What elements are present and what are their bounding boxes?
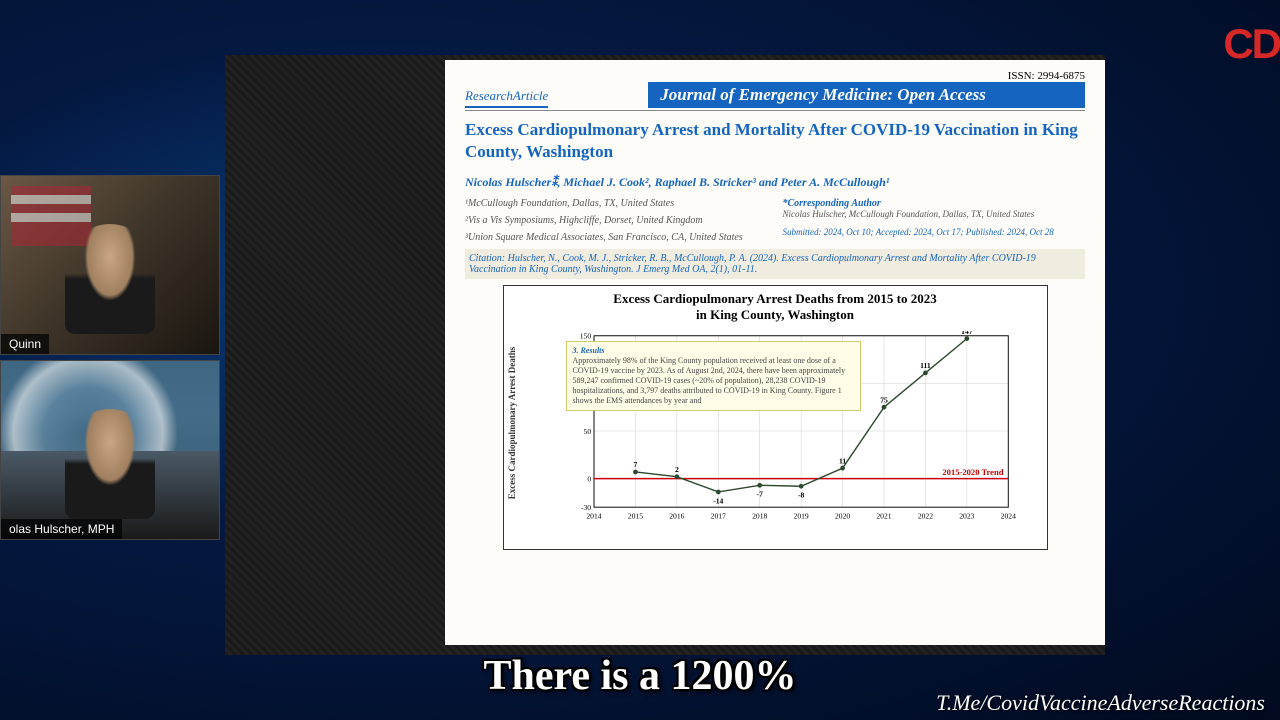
research-paper: ISSN: 2994-6875 ResearchArticle Journal …	[445, 60, 1105, 645]
svg-text:75: 75	[880, 396, 888, 405]
logo-cd: CD	[1223, 20, 1280, 68]
chart-title: Excess Cardiopulmonary Arrest Deaths fro…	[514, 291, 1037, 322]
video-panel-top: Quinn	[0, 175, 220, 355]
svg-text:2024: 2024	[1000, 512, 1015, 521]
affiliation-2: ²Vis a Vis Symposiums, Highcliffe, Dorse…	[465, 215, 768, 226]
svg-text:147: 147	[961, 331, 973, 336]
chart-title-line2: in King County, Washington	[696, 307, 854, 322]
panel-label-top: Quinn	[1, 334, 49, 354]
svg-text:2018: 2018	[752, 512, 767, 521]
publication-dates: Submitted: 2024, Oct 10; Accepted: 2024,…	[783, 227, 1086, 237]
person-silhouette	[65, 409, 155, 519]
affiliations-left: ¹McCullough Foundation, Dallas, TX, Unit…	[465, 198, 768, 243]
chart-container: Excess Cardiopulmonary Arrest Deaths fro…	[503, 285, 1048, 550]
journal-header-row: ResearchArticle Journal of Emergency Med…	[465, 82, 1085, 111]
corresponding-text: Nicolas Hulscher, McCullough Foundation,…	[783, 209, 1086, 219]
svg-text:2014: 2014	[586, 512, 601, 521]
paper-authors: Nicolas Hulscher⁑, Michael J. Cook², Rap…	[465, 175, 1085, 190]
journal-name-banner: Journal of Emergency Medicine: Open Acce…	[648, 82, 1085, 108]
svg-text:2017: 2017	[710, 512, 725, 521]
svg-text:2019: 2019	[793, 512, 808, 521]
y-axis-label: Excess Cardiopulmonary Arrest Deaths	[507, 346, 517, 499]
svg-text:-8: -8	[797, 491, 804, 500]
panel-label-bottom: olas Hulscher, MPH	[1, 519, 122, 539]
corresponding-title: *Corresponding Author	[783, 198, 1086, 209]
svg-text:2021: 2021	[876, 512, 891, 521]
affiliation-1: ¹McCullough Foundation, Dallas, TX, Unit…	[465, 198, 768, 209]
corresponding-author-block: *Corresponding Author Nicolas Hulscher, …	[783, 198, 1086, 243]
svg-text:-7: -7	[756, 490, 763, 499]
person-silhouette	[65, 224, 155, 334]
affiliation-3: ³Union Square Medical Associates, San Fr…	[465, 232, 768, 243]
svg-text:7: 7	[633, 460, 637, 469]
article-type: ResearchArticle	[465, 88, 548, 108]
results-annotation-box: 3. Results Approximately 98% of the King…	[566, 341, 861, 411]
svg-text:150: 150	[579, 332, 591, 341]
svg-text:2015-2020 Trend: 2015-2020 Trend	[942, 467, 1003, 477]
results-text: Approximately 98% of the King County pop…	[573, 356, 846, 405]
svg-text:11: 11	[838, 457, 845, 466]
svg-text:50: 50	[583, 427, 591, 436]
paper-title: Excess Cardiopulmonary Arrest and Mortal…	[465, 119, 1085, 163]
video-caption: There is a 1200%	[483, 652, 796, 700]
svg-text:2023: 2023	[959, 512, 974, 521]
chart-title-line1: Excess Cardiopulmonary Arrest Deaths fro…	[613, 291, 936, 306]
svg-text:111: 111	[920, 361, 931, 370]
telegram-link[interactable]: T.Me/CovidVaccineAdverseReactions	[936, 690, 1265, 716]
svg-text:2020: 2020	[834, 512, 849, 521]
video-call-panels: Quinn olas Hulscher, MPH	[0, 175, 220, 540]
svg-text:-14: -14	[713, 497, 723, 506]
svg-text:0: 0	[587, 475, 591, 484]
video-panel-bottom: olas Hulscher, MPH	[0, 360, 220, 540]
svg-text:2: 2	[674, 465, 678, 474]
svg-text:2022: 2022	[917, 512, 932, 521]
citation-block: Citation: Hulscher, N., Cook, M. J., Str…	[465, 249, 1085, 279]
results-heading: 3. Results	[573, 346, 605, 355]
affiliations-block: ¹McCullough Foundation, Dallas, TX, Unit…	[465, 198, 1085, 243]
svg-text:2015: 2015	[627, 512, 642, 521]
issn-number: ISSN: 2994-6875	[465, 70, 1085, 82]
svg-text:2016: 2016	[669, 512, 684, 521]
